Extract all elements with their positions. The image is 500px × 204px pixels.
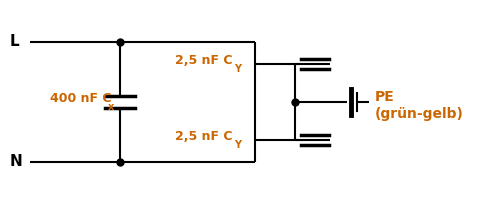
Text: N: N [10,154,23,170]
Text: (grün-gelb): (grün-gelb) [375,107,464,121]
Text: 400 nF C: 400 nF C [50,92,112,104]
Text: 2,5 nF C: 2,5 nF C [175,130,233,143]
Text: x: x [108,102,114,112]
Text: Y: Y [234,140,241,150]
Text: Y: Y [234,64,241,74]
Text: L: L [10,34,20,50]
Text: PE: PE [375,90,395,104]
Text: 2,5 nF C: 2,5 nF C [175,53,233,67]
